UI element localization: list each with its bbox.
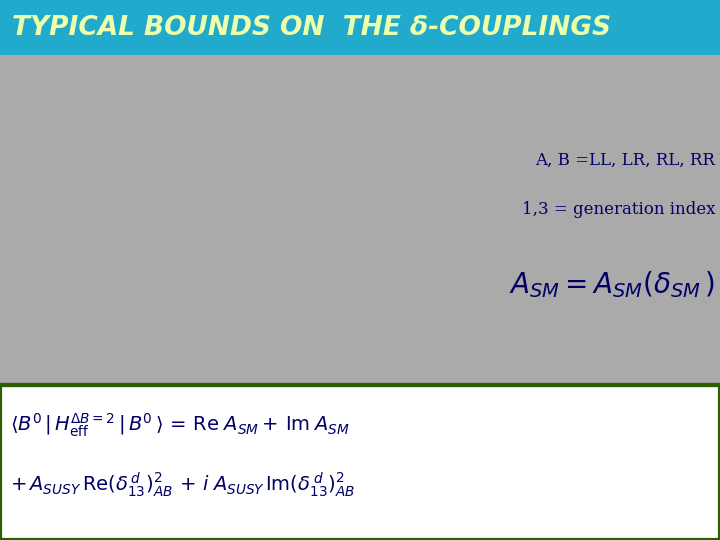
- Text: $+\,A_{SUSY}\,\mathrm{Re}(\delta_{13}^{\,d})_{AB}^{2}\,+\,i\; A_{SUSY}\,\mathrm{: $+\,A_{SUSY}\,\mathrm{Re}(\delta_{13}^{\…: [10, 471, 355, 500]
- Text: $A_{SM} = A_{SM}(\delta_{SM}\,)$: $A_{SM} = A_{SM}(\delta_{SM}\,)$: [509, 269, 715, 300]
- Text: 1,3 = generation index: 1,3 = generation index: [521, 201, 715, 219]
- Bar: [0, 385, 720, 540]
- Text: TYPICAL BOUNDS ON  THE δ-COUPLINGS: TYPICAL BOUNDS ON THE δ-COUPLINGS: [12, 15, 611, 41]
- Bar: [0, 0, 720, 55]
- Text: $\langle B^0\,|\, H_{\mathrm{eff}}^{\Delta B=2}\,|\, B^0\,\rangle\,=\,\mathrm{Re: $\langle B^0\,|\, H_{\mathrm{eff}}^{\Del…: [10, 411, 350, 438]
- Text: A, B =LL, LR, RL, RR: A, B =LL, LR, RL, RR: [535, 152, 715, 168]
